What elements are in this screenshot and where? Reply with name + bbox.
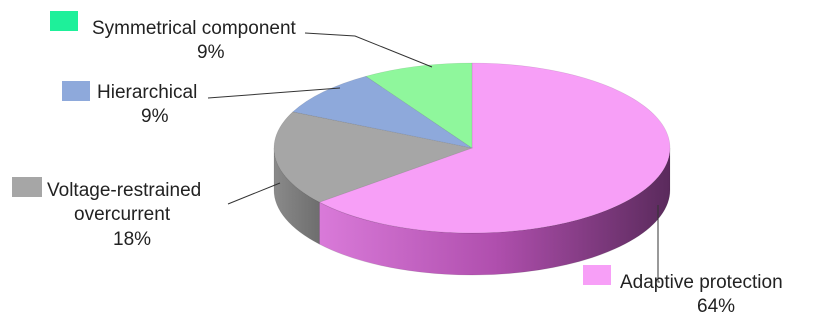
pie-slice-symmetrical	[365, 62, 473, 149]
leader-line-adaptive	[657, 205, 660, 283]
pie-side-adaptive	[319, 147, 671, 276]
leader-line-voltage	[227, 182, 281, 205]
legend-marker-symmetrical	[50, 11, 78, 31]
legend-marker-voltage	[12, 177, 42, 197]
legend-marker-adaptive	[583, 265, 611, 285]
leader-line-symmetrical	[304, 32, 433, 68]
pie-slice-hierarchical	[292, 75, 473, 149]
pie-tops	[273, 62, 671, 234]
label-symmetrical-name: Symmetrical component	[92, 18, 297, 39]
label-hierarchical-percent: 9%	[141, 106, 169, 127]
label-hierarchical-name: Hierarchical	[97, 82, 197, 103]
label-symmetrical-percent: 9%	[197, 42, 225, 63]
label-adaptive-name: Adaptive protection	[620, 272, 783, 293]
leader-line-hierarchical	[207, 87, 341, 99]
label-voltage-percent: 18%	[113, 229, 151, 250]
label-voltage-name-line1: Voltage-restrained	[47, 180, 201, 201]
label-voltage-name-line2: overcurrent	[74, 204, 171, 225]
leader-lines	[207, 32, 660, 283]
legend-marker-hierarchical	[62, 81, 90, 101]
pie-slice-voltage	[273, 111, 474, 203]
pie-slice-adaptive	[318, 62, 671, 234]
label-adaptive-percent: 64%	[697, 296, 735, 317]
